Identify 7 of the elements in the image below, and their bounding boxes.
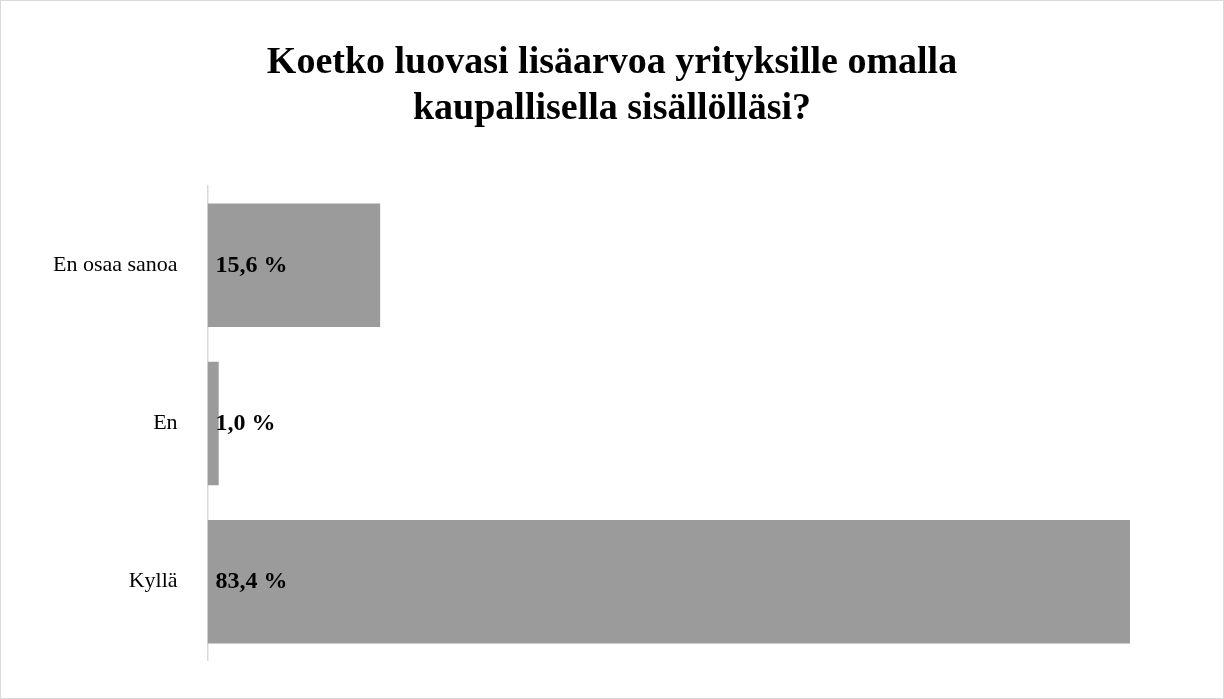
- data-label: 1,0 %: [215, 408, 276, 435]
- y-tick-label: Kyllä: [128, 567, 178, 593]
- data-label: 15,6 %: [215, 250, 288, 277]
- chart-title: Koetko luovasi lisäarvoa yrityksille omalla kaupallisella sisällölläsi?: [265, 38, 959, 129]
- y-tick-label: En osaa sanoa: [53, 251, 178, 277]
- data-label: 83,4 %: [215, 566, 288, 593]
- y-tick-label: En: [153, 409, 178, 435]
